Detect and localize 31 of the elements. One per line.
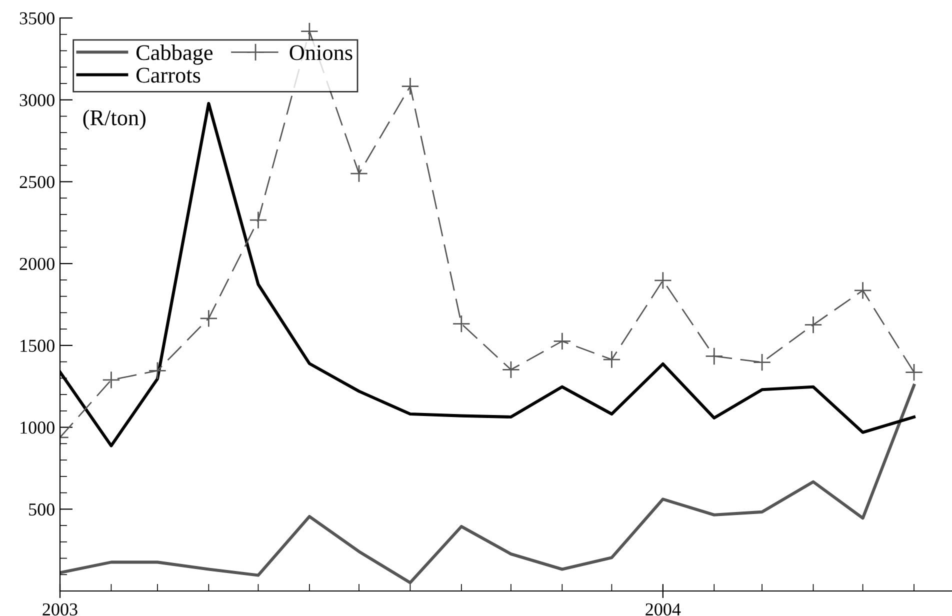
point: [602, 350, 621, 369]
y-tick-label: 3500: [20, 12, 54, 24]
point: [654, 271, 672, 290]
y-tick-label: 3000: [20, 94, 54, 106]
legend-label: Carrots: [136, 68, 200, 83]
y-tick-label: 1500: [20, 340, 54, 352]
point: [854, 281, 872, 300]
y-tick-label: 1000: [20, 422, 54, 434]
point: [705, 347, 724, 366]
annotation: (R/ton): [83, 110, 146, 130]
point: [249, 210, 268, 230]
point: [148, 362, 166, 380]
point: [350, 164, 368, 183]
y-tick-label: 500: [29, 503, 54, 516]
x-tick-label: 2003: [42, 603, 78, 616]
point: [102, 370, 120, 389]
point: [401, 77, 420, 96]
point: [553, 332, 572, 350]
point: [452, 314, 470, 333]
line-series: [60, 384, 916, 584]
point: [502, 360, 520, 379]
legend-label: Onions: [290, 45, 352, 60]
y-tick-label: 2500: [20, 176, 54, 188]
x-tick-label: 2004: [646, 603, 681, 616]
legend-label: Cabbage: [136, 44, 213, 65]
point: [300, 22, 318, 40]
point: [753, 353, 772, 372]
point: [200, 309, 218, 328]
y-tick-label: 2000: [20, 258, 54, 270]
point: [804, 316, 822, 334]
point: [904, 363, 924, 382]
